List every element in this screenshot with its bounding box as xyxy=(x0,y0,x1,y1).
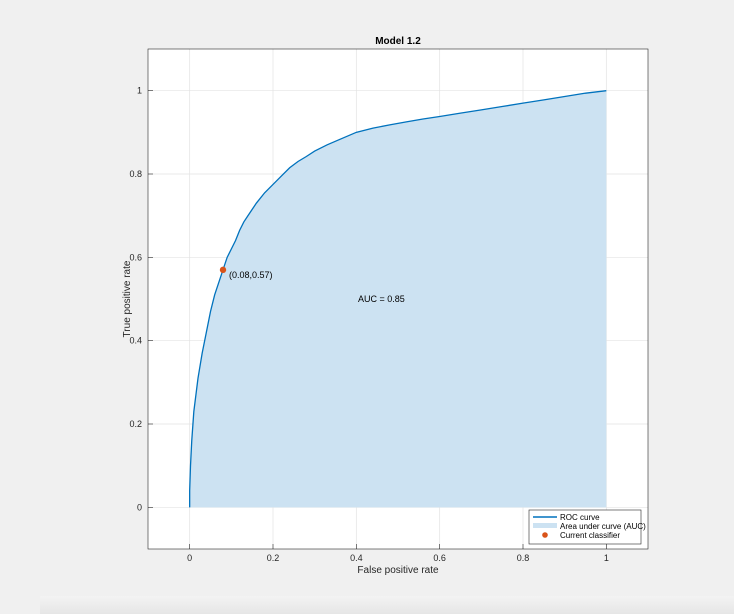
auc-area xyxy=(189,90,607,508)
y-tick-label: 0 xyxy=(137,502,142,512)
plot-box xyxy=(147,48,649,550)
x-tick-label: 0.2 xyxy=(267,553,280,563)
classifier-point-label: (0.08,0.57) xyxy=(229,270,273,280)
roc-curve-layer xyxy=(189,90,607,508)
x-tick-label: 1 xyxy=(604,553,609,563)
x-tick-label: 0 xyxy=(187,553,192,563)
window-bottom-edge xyxy=(40,596,734,614)
legend-classifier-swatch xyxy=(542,532,548,538)
y-tick-label: 0.4 xyxy=(129,336,142,346)
current-classifier-point xyxy=(219,266,227,274)
ticks: 0 0.2 0.4 0.6 0.8 1 0 0.2 0.4 0.6 0.8 1 xyxy=(129,86,608,563)
legend-auc-swatch xyxy=(533,523,557,528)
y-tick-label: 0.8 xyxy=(129,169,142,179)
classifier-point-layer xyxy=(219,266,227,274)
roc-curve-line xyxy=(189,90,607,508)
auc-area-layer xyxy=(189,90,607,508)
legend-auc-label: Area under curve (AUC) xyxy=(560,522,646,531)
y-tick-label: 1 xyxy=(137,86,142,96)
y-axis-label: True positive rate xyxy=(122,260,133,337)
x-tick-label: 0.8 xyxy=(517,553,530,563)
legend-roc-label: ROC curve xyxy=(560,513,600,522)
legend: ROC curve Area under curve (AUC) Current… xyxy=(528,509,646,545)
x-tick-label: 0.4 xyxy=(350,553,363,563)
chart-title: Model 1.2 xyxy=(375,36,421,47)
y-tick-label: 0.2 xyxy=(129,419,142,429)
x-axis-label: False positive rate xyxy=(357,565,439,576)
y-tick-label: 0.6 xyxy=(129,252,142,262)
legend-classifier-label: Current classifier xyxy=(560,531,620,540)
auc-label: AUC = 0.85 xyxy=(358,294,405,304)
x-tick-label: 0.6 xyxy=(433,553,446,563)
